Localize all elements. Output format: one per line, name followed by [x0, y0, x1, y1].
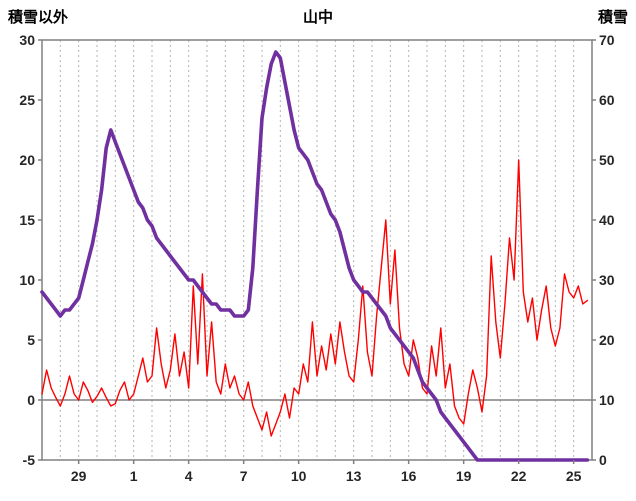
- left-tick-label: -5: [23, 452, 36, 468]
- series-left: [41, 159, 589, 437]
- chart-title: 山中: [302, 9, 334, 26]
- right-tick-label: 0: [599, 452, 607, 468]
- left-tick-label: 20: [19, 152, 35, 168]
- x-tick-label: 19: [456, 468, 472, 484]
- left-tick-label: 0: [27, 392, 35, 408]
- left-tick-label: 5: [27, 332, 35, 348]
- right-tick-label: 10: [599, 392, 615, 408]
- x-tick-label: 4: [185, 468, 193, 484]
- right-tick-label: 70: [599, 32, 615, 48]
- left-tick-label: 25: [19, 92, 35, 108]
- right-axis-title: 積雪: [597, 9, 628, 26]
- left-tick-label: 15: [19, 212, 35, 228]
- right-tick-label: 50: [599, 152, 615, 168]
- left-axis-title: 積雪以外: [8, 9, 69, 26]
- right-tick-label: 40: [599, 212, 615, 228]
- right-tick-label: 20: [599, 332, 615, 348]
- series-right: [40, 50, 590, 462]
- x-tick-label: 16: [401, 468, 417, 484]
- x-tick-label: 10: [291, 468, 307, 484]
- x-tick-label: 25: [566, 468, 582, 484]
- left-tick-label: 30: [19, 32, 35, 48]
- x-tick-label: 13: [346, 468, 362, 484]
- right-tick-label: 60: [599, 92, 615, 108]
- right-tick-label: 30: [599, 272, 615, 288]
- x-tick-label: 22: [511, 468, 527, 484]
- x-tick-label: 1: [130, 468, 138, 484]
- x-tick-label: 7: [240, 468, 248, 484]
- plot-border: [41, 39, 593, 461]
- left-tick-label: 10: [19, 272, 35, 288]
- x-tick-label: 29: [71, 468, 87, 484]
